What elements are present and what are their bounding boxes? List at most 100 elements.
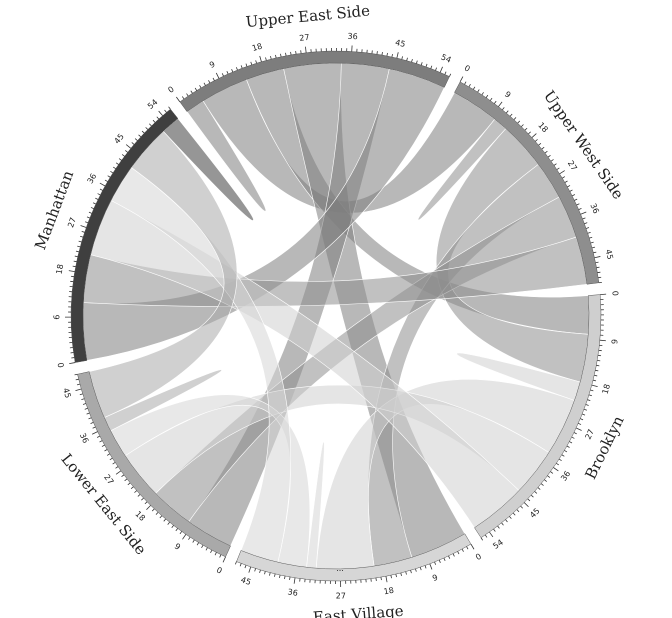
tick-label-manhattan-36: 36 [86,172,99,185]
tick-upper-east-side-49 [416,60,418,64]
tick-lower-east-side-9 [182,534,187,540]
tick-manhattan-36 [99,182,106,187]
tick-brooklyn-56 [480,537,484,541]
tick-east-village-5 [448,555,451,559]
tick-brooklyn-13 [597,359,601,362]
tick-east-village-12 [415,568,417,572]
tick-upper-east-side-16 [250,61,253,65]
tick-brooklyn-45 [523,502,529,508]
tick-brooklyn-34 [558,458,562,462]
tick-upper-west-side-19 [535,139,538,142]
tick-lower-east-side-27 [115,470,122,475]
group-label-upper-east-side: Upper East Side [245,2,371,32]
tick-upper-west-side-7 [489,97,493,101]
tick-east-village-18 [385,576,388,583]
tick-east-village-4 [452,553,455,557]
tick-upper-west-side-32 [572,194,576,197]
tick-lower-east-side-38 [90,422,94,424]
tick-label-lower-east-side-18: 18 [133,509,147,523]
tick-lower-east-side-2 [214,552,217,556]
tick-upper-east-side-23 [285,52,287,56]
tick-lower-east-side-0 [222,556,226,563]
tick-upper-west-side-40 [587,231,591,234]
tick-manhattan-33 [95,197,99,200]
tick-manhattan-48 [138,134,142,138]
tick-brooklyn-21 [587,399,591,402]
tick-upper-east-side-19 [265,57,267,61]
tick-manhattan-19 [72,265,76,268]
tick-manhattan-31 [90,207,94,210]
tick-brooklyn-42 [534,491,538,494]
tick-upper-west-side-27 [559,170,565,175]
tick-upper-east-side-1 [181,96,185,100]
tick-brooklyn-40 [540,483,544,486]
tick-brooklyn-25 [580,418,584,421]
tick-east-village-38 [284,575,286,580]
tick-brooklyn-51 [501,522,504,526]
tick-brooklyn-50 [505,519,508,523]
tick-manhattan-47 [134,138,138,141]
tick-upper-west-side-18 [531,133,537,138]
tick-east-village-11 [419,567,422,571]
tick-brooklyn-23 [583,408,587,411]
tick-brooklyn-52 [497,525,500,529]
tick-upper-east-side-44 [391,53,393,58]
tick-east-village-13 [410,570,412,574]
tick-label-brooklyn-36: 36 [559,469,572,483]
tick-label-upper-east-side-0: 0 [166,85,175,95]
tick-upper-west-side-42 [590,241,594,244]
tick-east-village-7 [438,559,441,563]
tick-label-brooklyn-9: 9 [610,339,619,345]
tick-label-manhattan-54: 54 [146,98,160,111]
tick-upper-west-side-3 [473,86,476,90]
tick-lower-east-side-33 [101,444,105,447]
tick-brooklyn-26 [578,422,582,425]
tick-manhattan-53 [156,116,160,120]
tick-brooklyn-31 [566,445,570,448]
tick-label-manhattan-27: 27 [66,216,78,229]
tick-manhattan-27 [80,225,87,228]
tick-upper-east-side-3 [190,90,193,94]
tick-upper-west-side-11 [506,110,509,114]
tick-upper-west-side-35 [578,208,582,210]
tick-manhattan-51 [149,123,152,127]
tick-upper-west-side-4 [477,89,480,93]
tick-manhattan-30 [88,211,92,214]
tick-label-east-village-9: 9 [431,573,439,583]
tick-upper-east-side-18 [259,55,262,62]
tick-brooklyn-53 [493,528,496,532]
tick-upper-east-side-47 [406,57,408,61]
tick-brooklyn-46 [520,505,523,509]
tick-lower-east-side-48 [74,373,78,376]
arc-manhattan [70,108,179,363]
tick-east-village-40 [274,573,276,577]
tick-upper-west-side-24 [550,159,554,162]
tick-label-upper-west-side-36: 36 [588,202,600,215]
tick-brooklyn-24 [582,413,586,416]
tick-brooklyn-14 [596,364,600,367]
group-label-east-village: East Village [312,602,404,618]
tick-upper-west-side-41 [589,236,593,239]
tick-label-lower-east-side-27: 27 [102,473,115,487]
tick-east-village-8 [434,561,437,565]
tick-upper-east-side-2 [186,93,189,97]
tick-label-upper-west-side-45: 45 [604,248,615,260]
tick-lower-east-side-15 [159,515,163,519]
tick-brooklyn-16 [594,374,598,377]
tick-upper-east-side-51 [425,63,428,67]
tick-label-brooklyn-18: 18 [601,383,612,395]
tick-upper-west-side-38 [584,222,588,225]
tick-upper-west-side-22 [544,150,548,154]
tick-brooklyn-55 [484,534,488,538]
group-arcs [70,50,602,582]
tick-brooklyn-44 [527,498,531,502]
tick-lower-east-side-32 [104,449,108,452]
tick-manhattan-56 [168,106,171,110]
tick-brooklyn-38 [547,475,551,478]
tick-brooklyn-43 [530,494,534,498]
tick-east-village-19 [380,577,382,581]
tick-east-village-46 [244,565,247,569]
tick-upper-west-side-16 [524,127,528,131]
tick-upper-west-side-34 [576,203,580,206]
tick-brooklyn-22 [585,404,589,406]
